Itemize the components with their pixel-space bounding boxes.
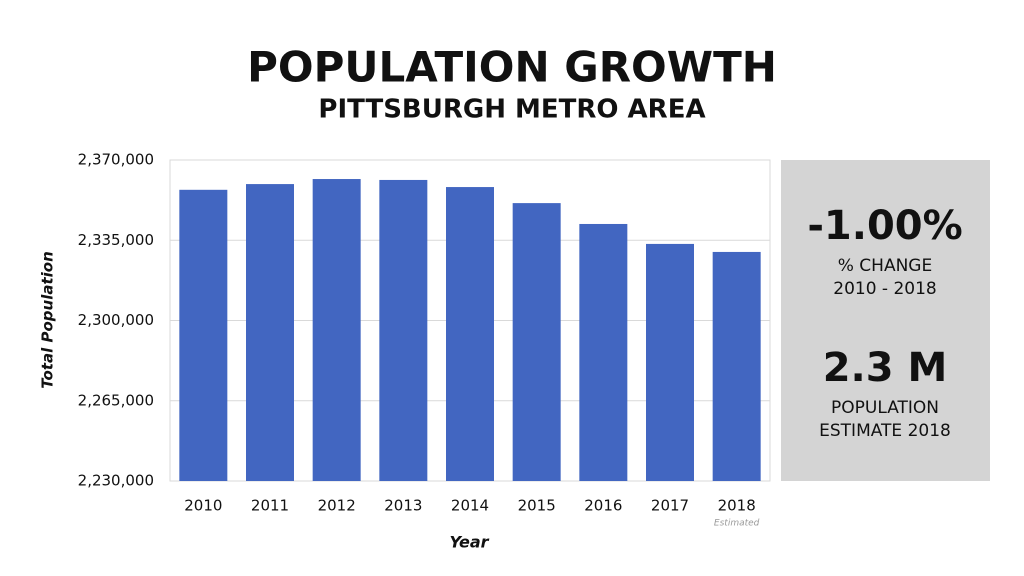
bar xyxy=(512,203,561,481)
stat-value: -1.00% xyxy=(807,203,962,249)
x-tick-label: 2017 xyxy=(651,497,689,515)
bar xyxy=(179,189,228,482)
x-tick-label: 2012 xyxy=(318,497,356,515)
stats-panel xyxy=(781,160,990,481)
bar xyxy=(446,187,494,481)
bar xyxy=(312,179,361,482)
x-tick-label: 2014 xyxy=(451,497,489,515)
bar xyxy=(379,179,428,481)
x-tick-label: 2011 xyxy=(251,497,289,515)
bar xyxy=(579,223,628,482)
y-tick-label: 2,370,000 xyxy=(78,151,154,169)
x-tick-label: 2016 xyxy=(584,497,622,515)
chart-title: POPULATION GROWTH xyxy=(247,43,777,92)
stat-label: ESTIMATE 2018 xyxy=(819,421,951,441)
y-tick-label: 2,230,000 xyxy=(78,472,154,490)
stat-label: POPULATION xyxy=(831,398,939,418)
stat-label: 2010 - 2018 xyxy=(833,279,936,299)
x-tick-label: 2010 xyxy=(184,497,222,515)
y-axis-label: Total Population xyxy=(39,251,57,389)
bar xyxy=(246,184,294,481)
x-axis-label: Year xyxy=(449,533,489,552)
y-tick-label: 2,335,000 xyxy=(78,231,154,249)
x-tick-label: 2015 xyxy=(518,497,556,515)
x-note: Estimated xyxy=(714,519,760,529)
stat-label: % CHANGE xyxy=(838,256,932,276)
stat-value: 2.3 M xyxy=(823,345,948,391)
x-tick-label: 2018 xyxy=(718,497,756,515)
x-tick-label: 2013 xyxy=(384,497,422,515)
chart-subtitle: PITTSBURGH METRO AREA xyxy=(318,95,705,125)
y-tick-label: 2,300,000 xyxy=(78,311,154,329)
bar xyxy=(646,243,694,481)
y-tick-label: 2,265,000 xyxy=(78,391,154,409)
bar xyxy=(712,251,761,481)
